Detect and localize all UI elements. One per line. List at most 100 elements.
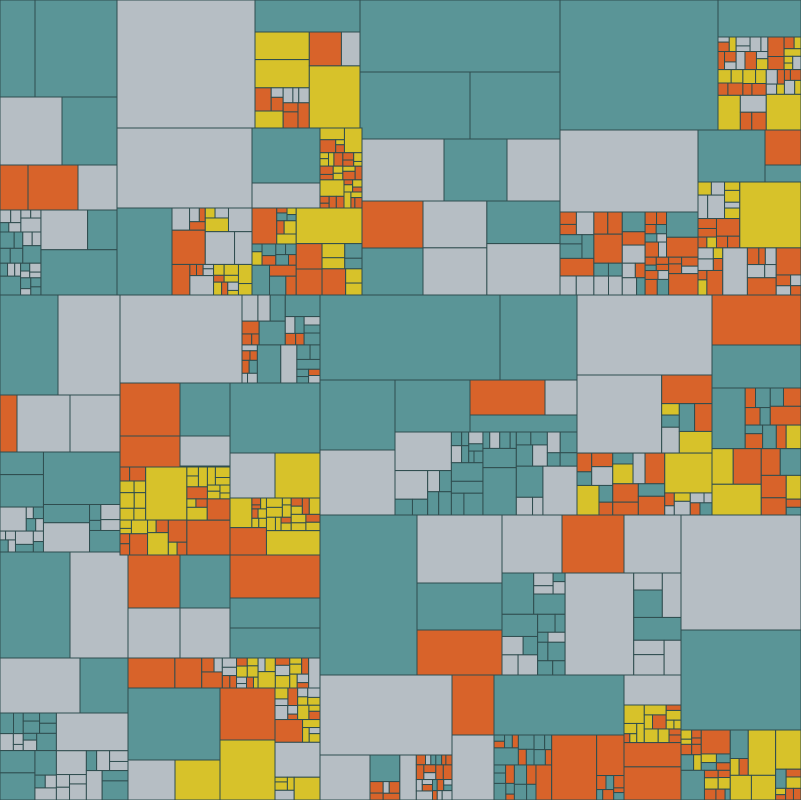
tile [101,770,129,782]
tile [792,55,801,71]
tile [34,0,118,98]
tile [133,492,147,509]
tile [668,728,682,736]
tile [783,69,791,81]
tile [700,762,717,771]
tile [274,698,289,707]
tile [644,211,658,226]
tile [287,687,299,707]
tile [204,231,236,265]
tile [280,344,298,384]
tile [591,452,614,468]
tile [760,36,769,53]
tile [269,275,287,296]
tile [251,504,262,510]
tile [691,743,702,756]
tile [295,268,323,296]
tile [223,263,239,276]
tile [656,233,668,243]
tile [680,769,705,800]
tile [399,754,417,800]
tile [229,554,321,599]
tile [664,492,675,507]
tile [739,94,767,113]
tile [482,447,517,469]
tile [422,247,488,296]
tile [25,506,34,520]
tile [415,790,433,800]
tile [9,247,24,264]
tile [27,164,79,211]
tile [345,268,363,284]
tile [308,497,321,515]
tile [119,382,181,437]
tile [532,444,548,467]
tile [308,65,361,129]
tile [241,359,250,374]
tile [297,687,309,698]
tile [513,783,528,800]
tile [127,687,221,761]
tile [724,207,741,220]
tile [254,0,361,33]
tile [421,779,433,786]
tile [450,480,484,494]
tile [87,209,118,251]
tile [775,424,787,450]
tile [717,0,801,38]
tile [186,519,231,556]
tile [288,254,297,266]
tile [623,514,682,574]
tile [237,263,253,285]
tile [700,729,731,755]
tile [77,164,118,211]
tile [468,450,475,464]
tile [0,506,27,532]
tile [561,514,625,574]
tile [0,394,18,453]
tile [711,483,762,516]
tile [644,452,666,485]
tile [636,277,646,296]
tile [189,207,200,223]
tile [661,414,680,428]
tile [352,186,363,193]
tile [717,69,732,84]
tile [274,687,289,700]
tile [576,471,593,486]
tile [463,492,484,516]
tile [335,195,345,209]
tile [664,505,675,516]
tile [39,712,57,724]
tile [657,270,670,280]
tile [744,387,757,409]
tile [691,729,702,739]
tile [427,470,441,493]
tile [206,490,221,500]
tile [613,792,625,800]
tile [663,639,682,676]
tile [296,673,310,684]
tile [275,254,290,266]
tile [722,247,748,296]
tile [274,516,282,532]
tile [251,497,262,506]
tile [55,774,71,788]
tile [359,0,561,73]
tile [469,379,546,416]
tile [461,431,470,447]
tile [517,748,527,766]
tile [661,426,680,454]
tile [204,217,229,233]
tile [715,762,731,771]
tile [394,470,429,500]
tile [340,31,361,67]
tile [416,582,503,631]
tile [760,497,787,516]
tile [119,492,135,509]
tile [219,484,231,494]
tile [214,207,229,219]
tile [509,431,517,449]
tile [7,539,16,553]
